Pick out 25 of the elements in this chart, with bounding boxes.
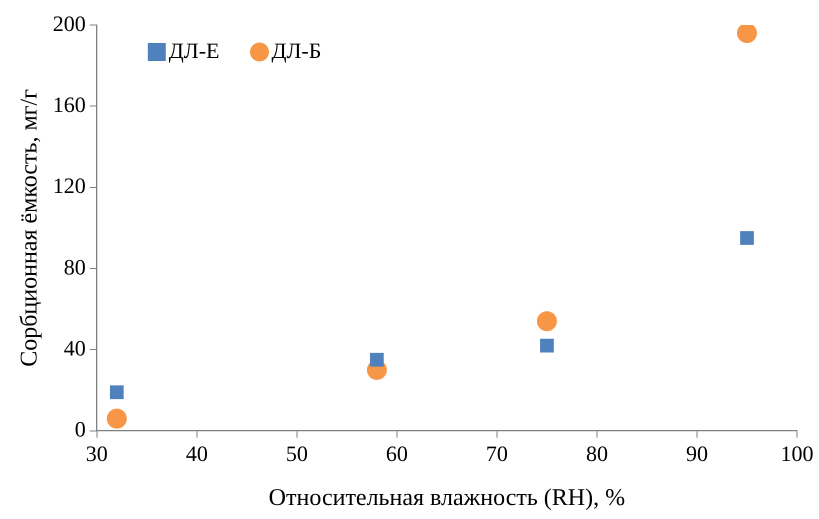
y-tick-label: 80 bbox=[64, 254, 86, 280]
x-tick-label: 80 bbox=[586, 440, 608, 466]
point bbox=[106, 408, 127, 429]
x-tick-label: 40 bbox=[186, 440, 208, 466]
point bbox=[736, 25, 757, 44]
point bbox=[536, 311, 557, 332]
x-tick-label: 70 bbox=[486, 440, 508, 466]
y-axis-title: Сорбционная ёмкость, мг/г bbox=[16, 88, 43, 367]
point bbox=[740, 231, 754, 245]
x-axis-title: Относительная влажность (RH), % bbox=[268, 484, 626, 511]
point bbox=[110, 385, 124, 400]
x-tick-label: 90 bbox=[686, 440, 708, 466]
y-tick-label: 40 bbox=[64, 335, 86, 360]
y-tick-label: 200 bbox=[52, 10, 86, 36]
x-tick-label: 50 bbox=[286, 440, 308, 466]
point bbox=[540, 338, 554, 352]
legend-label: ДЛ-Б bbox=[271, 38, 322, 63]
y-tick-label: 160 bbox=[52, 92, 86, 117]
y-tick-label: 120 bbox=[52, 173, 86, 198]
x-tick-label: 30 bbox=[86, 440, 108, 466]
legend-label: ДЛ-Е bbox=[168, 38, 220, 63]
x-tick-label: 60 bbox=[386, 440, 408, 466]
y-tick-label: 0 bbox=[74, 416, 86, 442]
x-tick-label: 100 bbox=[780, 440, 814, 466]
point bbox=[370, 352, 384, 367]
